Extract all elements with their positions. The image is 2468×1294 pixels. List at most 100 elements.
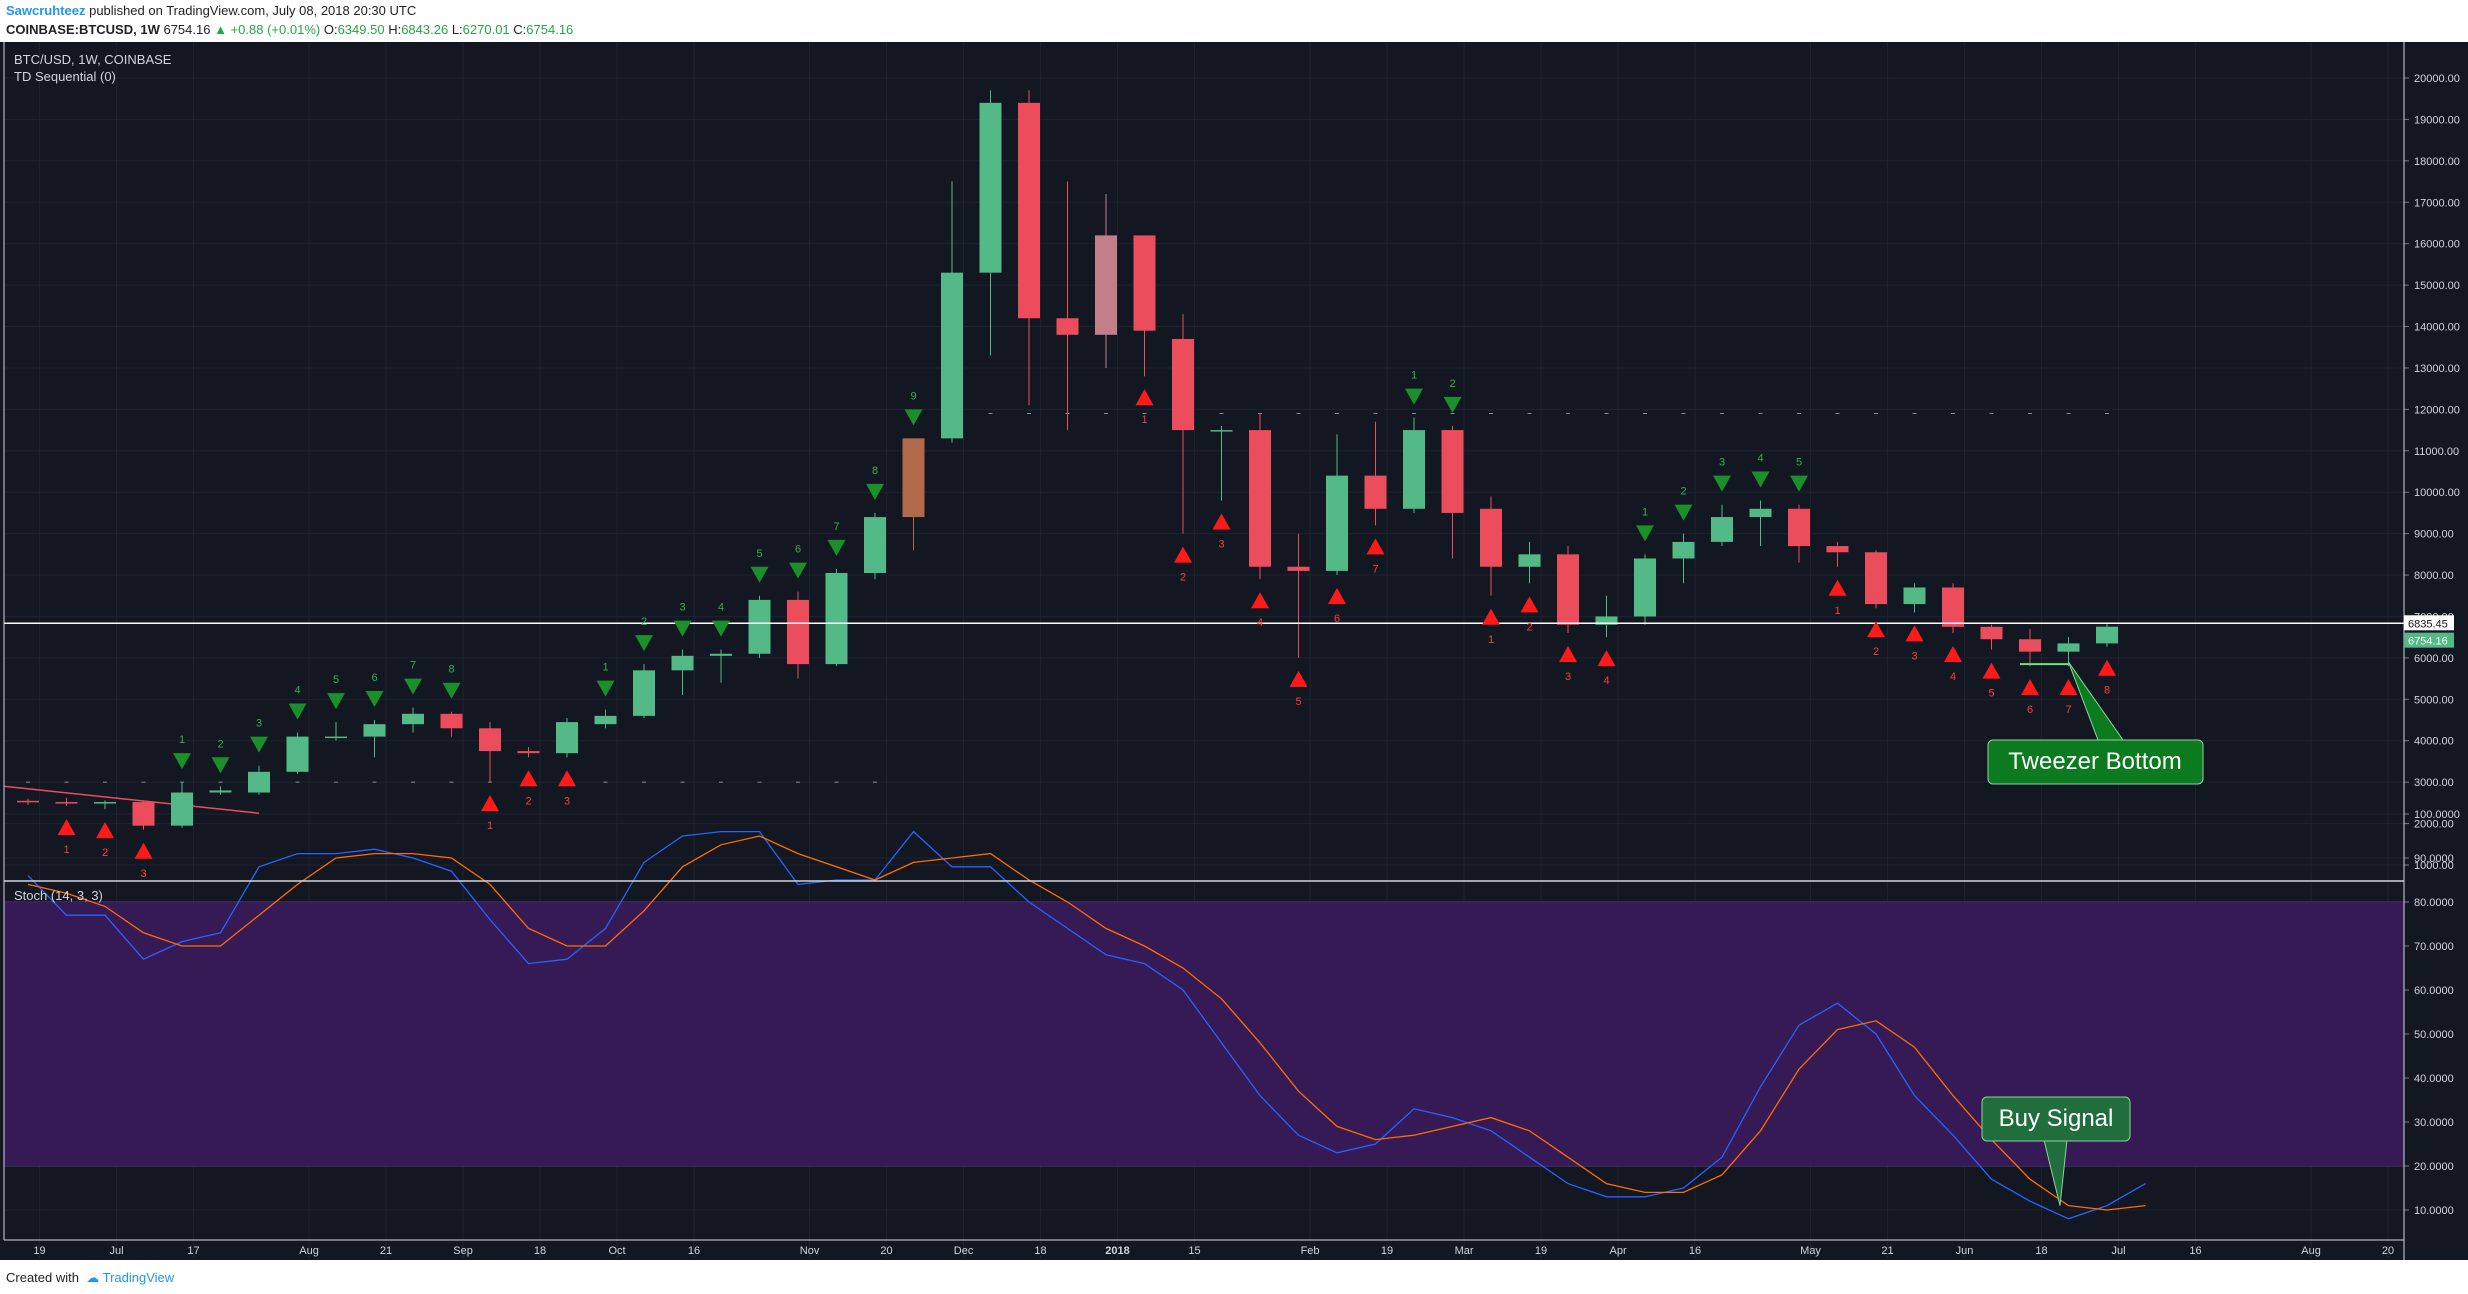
low-label: L: (451, 22, 463, 37)
x-tick-label: Aug (2301, 1245, 2321, 1257)
candle-body (787, 599, 809, 665)
y-tick-label: 50.0000 (2414, 1029, 2454, 1041)
x-tick-label: Apr (1609, 1245, 1626, 1257)
candle-body (2096, 626, 2118, 644)
publish-line: Sawcruhteez published on TradingView.com… (6, 3, 416, 18)
trend-line (3, 785, 260, 814)
stoch-d-line (27, 835, 2146, 1211)
td-buy-triangle (1944, 646, 1962, 663)
td-buy-triangle (481, 795, 499, 812)
td-count-label: 9 (910, 390, 916, 402)
td-count-label: 4 (1257, 617, 1263, 629)
td-buy-triangle (558, 770, 576, 787)
y-tick-label: 11000.00 (2414, 446, 2459, 458)
x-tick-label: 17 (187, 1245, 199, 1257)
td-count-label: 6 (2027, 704, 2033, 716)
td-count-label: 3 (256, 718, 262, 730)
candle-body (748, 599, 771, 654)
candle-body (248, 771, 270, 793)
y-tick-label: 12000.00 (2414, 404, 2460, 416)
td-count-label: 1 (63, 844, 69, 856)
stoch-title: Stoch (14, 3, 3) (14, 888, 103, 903)
y-tick-label: 5000.00 (2414, 694, 2454, 706)
td-sell-triangle (673, 620, 692, 637)
candle-body (2019, 639, 2041, 652)
candle-body (864, 517, 886, 573)
close-value: 6754.16 (526, 22, 574, 37)
candle-body (1711, 517, 1733, 542)
x-tick-label: Feb (1301, 1245, 1320, 1257)
candle-body (171, 792, 193, 826)
x-tick-label: Aug (299, 1245, 319, 1257)
close-label: C: (513, 22, 527, 37)
candle-body (1249, 430, 1271, 567)
td-count-label: 2 (1680, 486, 1686, 498)
td-sell-triangle (712, 620, 730, 637)
td-count-label: 3 (1719, 457, 1725, 469)
candle-body (1018, 102, 1040, 319)
y-tick-label: 70.0000 (2414, 941, 2454, 953)
td-buy-triangle (1328, 588, 1346, 605)
td-count-label: 6 (371, 672, 377, 684)
x-tick-label: 21 (380, 1245, 392, 1257)
candle-body (1672, 541, 1695, 559)
td-count-label: 8 (2104, 685, 2110, 697)
td-sell-triangle (904, 409, 923, 426)
td-count-label: 3 (1218, 538, 1224, 550)
td-count-label: 4 (1757, 452, 1763, 464)
td-buy-triangle (1597, 650, 1616, 667)
x-tick-label: 15 (1188, 1245, 1200, 1257)
x-tick-label: Jun (1956, 1245, 1974, 1257)
symbol-name: COINBASE:BTCUSD, 1W (6, 22, 160, 37)
candle-body (1480, 508, 1502, 567)
y-tick-label: 2000.00 (2414, 819, 2454, 831)
candle-body (1942, 587, 1964, 627)
tweezer-label-text: Tweezer Bottom (2008, 748, 2181, 775)
x-tick-label: Jul (110, 1245, 124, 1257)
td-sell-triangle (789, 562, 807, 579)
x-tick-label: 19 (1535, 1245, 1547, 1257)
candle-body (1595, 616, 1618, 625)
y-tick-label: 18000.00 (2414, 156, 2460, 168)
td-count-label: 3 (1911, 650, 1917, 662)
td-buy-triangle (1482, 608, 1500, 625)
author-link[interactable]: Sawcruhteez (6, 3, 86, 18)
stoch-k-line (27, 830, 2146, 1220)
td-sell-triangle (173, 753, 191, 770)
publish-text: published on TradingView.com, July 08, 2… (85, 3, 417, 18)
tradingview-link[interactable]: TradingView (102, 1270, 175, 1285)
td-buy-triangle (134, 842, 153, 859)
y-tick-label: 20.0000 (2414, 1161, 2454, 1173)
price-tag-green (2404, 632, 2454, 648)
td-buy-triangle (1174, 546, 1192, 563)
td-count-label: 5 (333, 674, 339, 686)
td-count-label: 2 (102, 847, 108, 859)
x-tick-label: 20 (880, 1245, 892, 1257)
y-tick-label: 9000.00 (2414, 529, 2454, 541)
x-tick-label: 18 (1034, 1245, 1046, 1257)
buy-label-text: Buy Signal (1999, 1105, 2114, 1132)
td-count-label: 3 (679, 602, 685, 614)
td-buy-triangle (2059, 679, 2078, 696)
candle-body (594, 715, 617, 725)
x-tick-label: 21 (1881, 1245, 1893, 1257)
y-tick-label: 15000.00 (2414, 280, 2460, 292)
td-count-label: 3 (140, 868, 146, 880)
y-tick-label: 16000.00 (2414, 239, 2460, 251)
td-count-label: 2 (1873, 646, 1879, 658)
candle-body (286, 736, 309, 772)
y-tick-label: 60.0000 (2414, 985, 2454, 997)
buy-pointer (2043, 1139, 2068, 1206)
header-bar: Sawcruhteez published on TradingView.com… (0, 0, 2468, 42)
x-tick-label: Nov (800, 1245, 820, 1257)
x-tick-label: Oct (608, 1245, 625, 1257)
td-buy-triangle (1828, 579, 1847, 596)
td-count-label: 2 (641, 616, 647, 628)
td-buy-triangle (519, 770, 538, 787)
y-tick-label: 3000.00 (2414, 777, 2454, 789)
pane-title: BTC/USD, 1W, COINBASE (14, 52, 172, 67)
td-sell-triangle (442, 682, 461, 699)
candle-body (1903, 587, 1926, 605)
